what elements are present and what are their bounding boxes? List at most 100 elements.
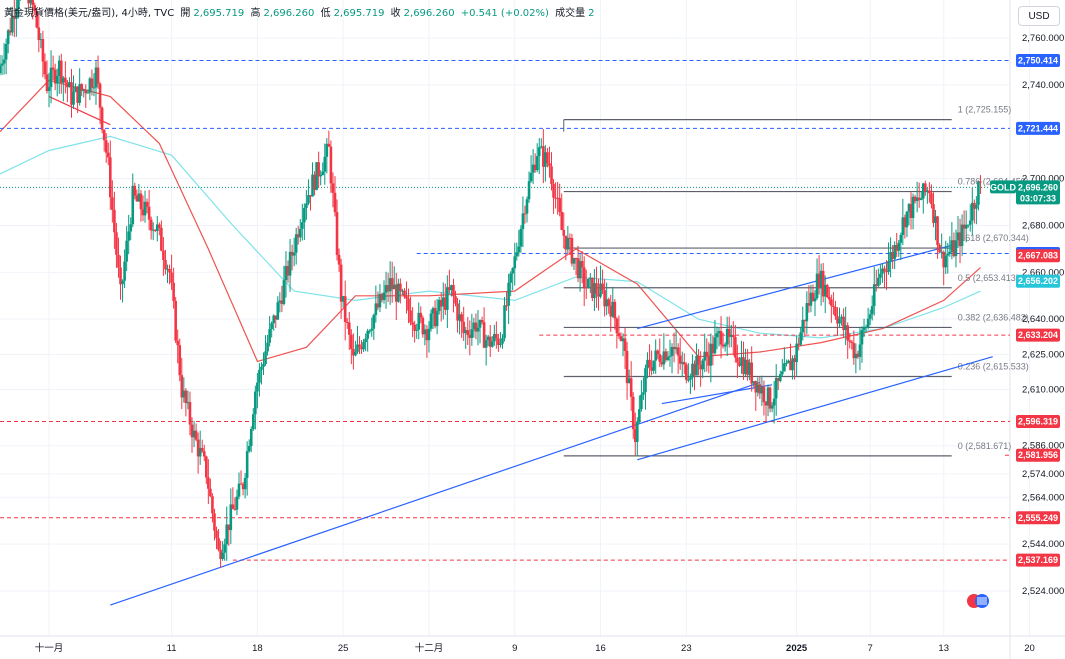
candle	[200, 439, 204, 453]
candle	[721, 332, 725, 349]
candle	[39, 32, 43, 49]
candle	[158, 222, 161, 236]
svg-text:2,581.956: 2,581.956	[1018, 450, 1058, 460]
candle	[482, 307, 486, 349]
candle	[115, 222, 118, 268]
trendlines[interactable]	[48, 96, 993, 606]
fib-level-label: 0.382 (2,636.482)	[958, 312, 1029, 322]
candle	[691, 354, 694, 388]
candle	[495, 321, 498, 349]
candle	[554, 182, 557, 209]
moving-average-red	[0, 79, 981, 363]
candle	[466, 316, 470, 346]
candle	[262, 352, 265, 375]
high-value: 2,696.260	[263, 8, 315, 19]
candle	[223, 538, 226, 561]
price-axis[interactable]: 2,760.000 2,740.000 2,700.000 2,680.000 2,66…	[1022, 33, 1064, 597]
candle	[503, 296, 506, 342]
candle	[668, 339, 672, 367]
candle	[33, 2, 37, 16]
candle	[274, 315, 278, 329]
candle	[43, 53, 47, 80]
candle	[550, 152, 553, 191]
candle	[405, 281, 408, 314]
flag-stripe-icon	[977, 597, 987, 605]
candle	[552, 179, 555, 214]
candle	[682, 353, 686, 375]
candle	[513, 242, 517, 286]
candle	[68, 77, 71, 88]
candle	[380, 292, 384, 303]
candle	[141, 195, 145, 222]
candle	[676, 343, 680, 374]
candle	[511, 267, 515, 291]
symbol-title[interactable]: 黃金現貨價格(美元/盎司), 4小時, TVC	[4, 8, 175, 19]
candle	[905, 211, 909, 238]
candle	[946, 242, 950, 274]
candle	[321, 162, 325, 176]
candle	[758, 376, 762, 400]
candle	[948, 236, 952, 257]
candle	[390, 261, 394, 303]
candle	[213, 508, 216, 541]
candle	[233, 497, 237, 511]
candle	[874, 269, 878, 292]
candle	[166, 264, 169, 284]
candle	[337, 248, 341, 272]
candle	[828, 287, 831, 305]
volume-label[interactable]: 成交量	[555, 8, 586, 19]
candle	[521, 196, 525, 248]
candle	[333, 176, 337, 217]
candle	[53, 63, 57, 91]
candle	[139, 190, 143, 222]
candle	[819, 263, 823, 306]
currency-button[interactable]: USD	[1018, 6, 1060, 26]
candle	[623, 327, 627, 370]
candle	[697, 349, 700, 376]
candle	[468, 320, 472, 356]
candle	[10, 6, 14, 36]
candle	[846, 322, 849, 359]
candle	[147, 190, 151, 231]
candle	[382, 280, 386, 304]
candle	[319, 170, 322, 186]
candle	[781, 359, 784, 377]
time-axis[interactable]: 十一月 11 18 25 十二月 9 16 23 2025 7 13 20	[35, 642, 1035, 654]
candle	[903, 214, 907, 239]
candle	[631, 392, 635, 439]
candle	[640, 380, 643, 412]
candle	[660, 355, 664, 368]
candle	[507, 273, 510, 325]
candle	[760, 375, 764, 406]
candle	[621, 333, 625, 357]
high-label: 高	[250, 8, 261, 19]
time-tick-label: 2025	[786, 643, 808, 654]
candle	[251, 408, 255, 431]
flag-icons[interactable]	[967, 594, 989, 608]
candle	[413, 320, 416, 343]
price-tick-label: 2,544.000	[1022, 539, 1064, 550]
candle	[211, 493, 214, 523]
candle	[815, 258, 819, 300]
price-tick-label: 2,524.000	[1022, 586, 1064, 597]
candle	[883, 265, 886, 288]
candle	[207, 459, 210, 505]
candle	[699, 351, 702, 387]
candle	[785, 359, 788, 367]
candle	[525, 196, 529, 223]
candle	[329, 140, 333, 193]
candle	[74, 83, 77, 93]
candle	[544, 145, 547, 182]
candle	[732, 321, 735, 356]
candle	[840, 314, 843, 326]
fib-level-label: 0.5 (2,653.413)	[958, 273, 1019, 283]
candle	[456, 297, 459, 333]
candle	[431, 306, 435, 330]
candle	[664, 348, 668, 363]
volume-indicator-icon: 2	[588, 8, 595, 19]
candle	[202, 444, 206, 462]
candle	[778, 370, 782, 383]
candle	[364, 333, 367, 352]
